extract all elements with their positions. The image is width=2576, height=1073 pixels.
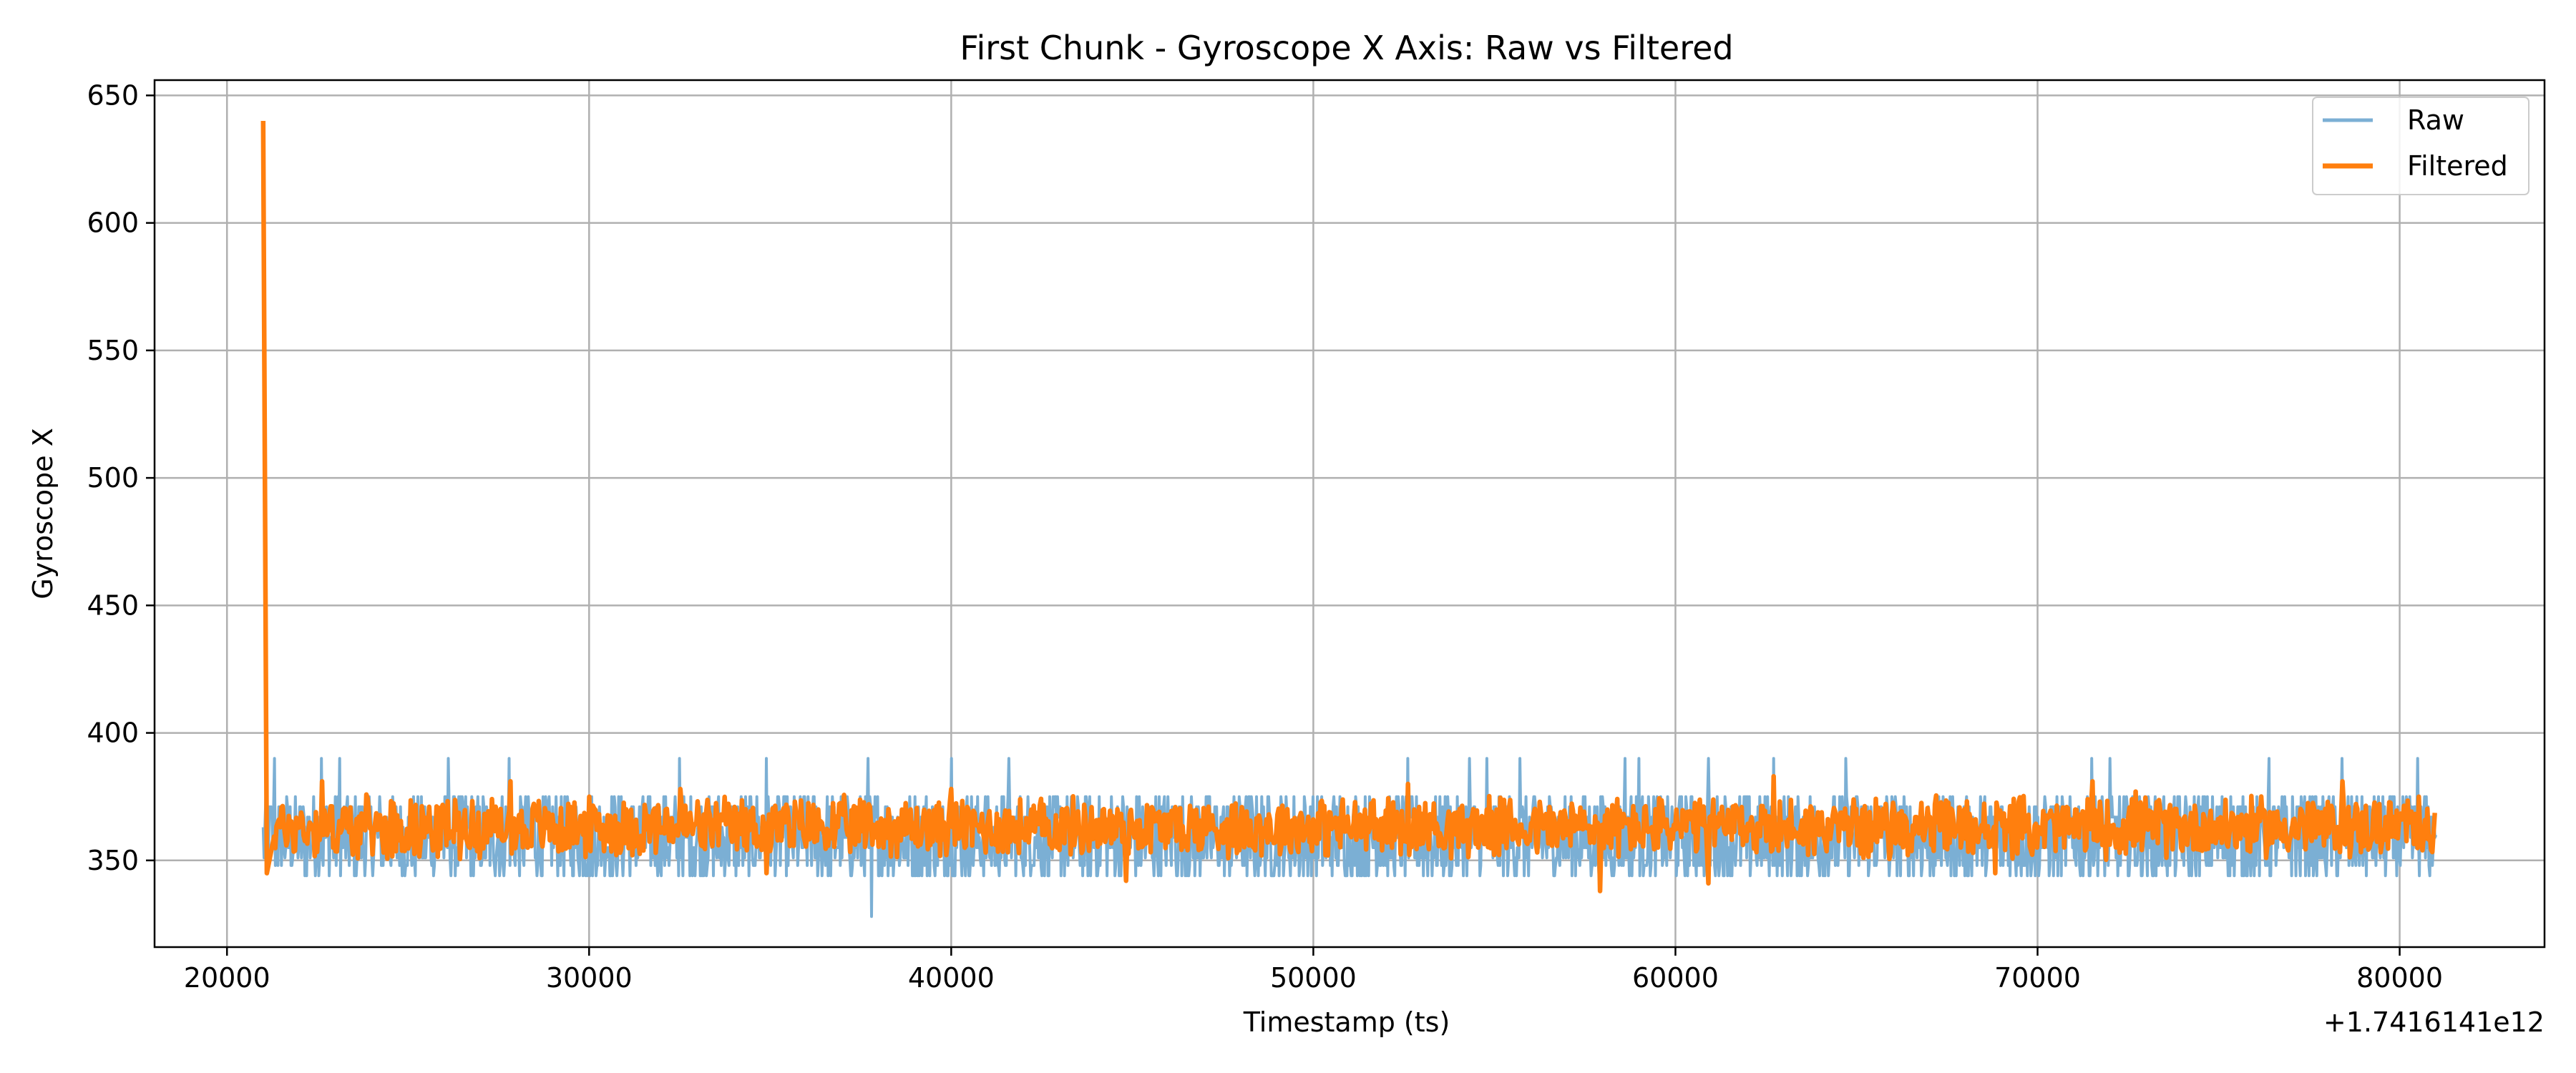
- y-tick-label: 600: [87, 207, 139, 239]
- chart-title: First Chunk - Gyroscope X Axis: Raw vs F…: [960, 29, 1733, 67]
- y-tick-label: 400: [87, 717, 139, 749]
- y-tick-label: 350: [87, 845, 139, 876]
- grid-lines: [155, 80, 2545, 947]
- y-tick-label: 650: [87, 79, 139, 111]
- x-tick-label: 40000: [908, 962, 995, 994]
- y-tick-label: 500: [87, 462, 139, 494]
- x-axis-label: Timestamp (ts): [1243, 1006, 1450, 1038]
- axis-ticks: 20000 30000 40000 50000 60000 70000 80000 350 40…: [87, 79, 2443, 994]
- x-tick-label: 70000: [1994, 962, 2081, 994]
- x-tick-label: 20000: [184, 962, 270, 994]
- series-line-filtered: [260, 120, 2437, 893]
- plot-frame: [153, 79, 2546, 949]
- y-tick-label: 550: [87, 335, 139, 366]
- legend: Raw Filtered: [2312, 97, 2529, 195]
- legend-label-filtered: Filtered: [2407, 150, 2508, 182]
- series-layer: [260, 120, 2438, 918]
- x-tick-label: 80000: [2356, 962, 2443, 994]
- x-tick-label: 50000: [1270, 962, 1357, 994]
- x-tick-label: 30000: [546, 962, 633, 994]
- x-axis-offset-label: +1.7416141e12: [2323, 1006, 2545, 1038]
- legend-label-raw: Raw: [2407, 104, 2464, 136]
- y-tick-label: 450: [87, 589, 139, 621]
- y-axis-label: Gyroscope X: [27, 428, 59, 599]
- x-tick-label: 60000: [1632, 962, 1719, 994]
